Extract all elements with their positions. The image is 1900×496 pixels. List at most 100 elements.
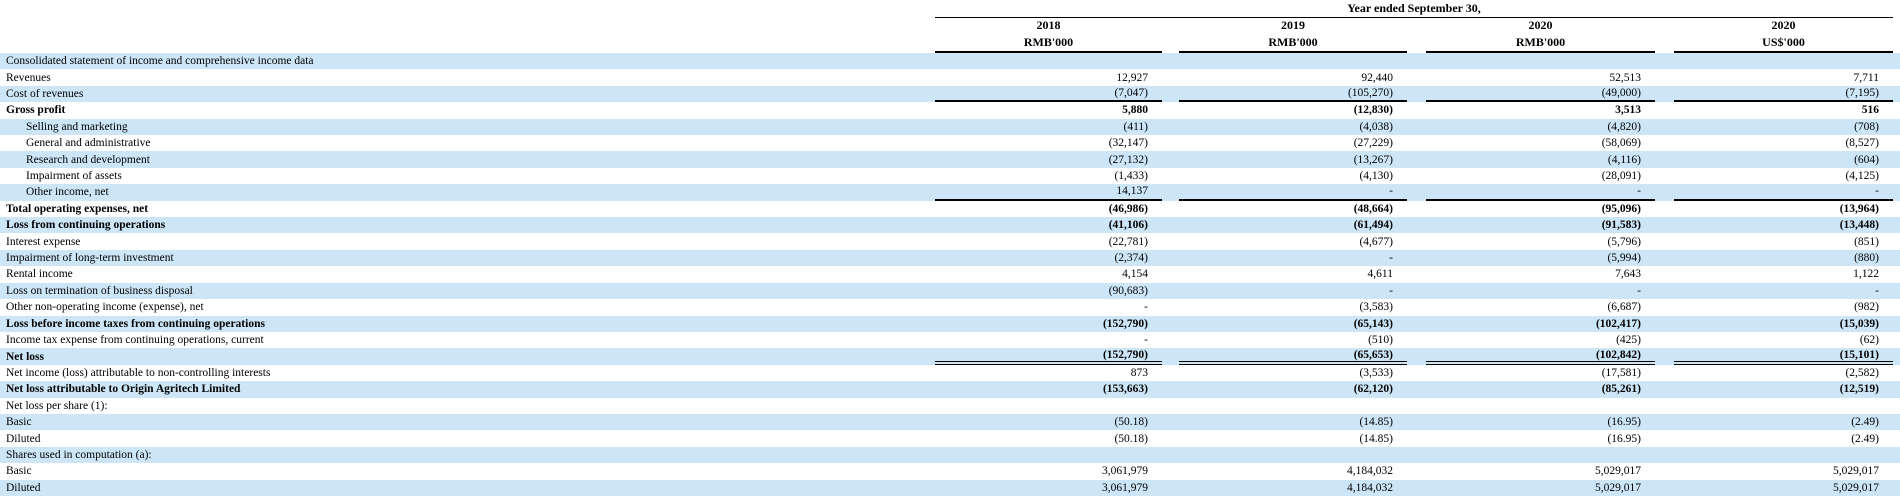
- table-row: Impairment of assets (1,433) (4,130) (28,09…: [0, 168, 1900, 184]
- value-cell: (62,120): [1353, 383, 1393, 396]
- column-header-year: 2020: [1528, 18, 1553, 32]
- row-label: Basic: [6, 465, 32, 478]
- value-cell: [1674, 53, 1893, 69]
- value-cell: 5,029,017: [1833, 481, 1879, 494]
- value-cell: [1179, 447, 1407, 463]
- unit-header-row: RMB'000 RMB'000 RMB'000 US$'000: [0, 33, 1900, 53]
- table-row: Net income (loss) attributable to non-co…: [0, 365, 1900, 381]
- value-cell: (604): [1854, 153, 1879, 166]
- table-row: Income tax expense from continuing opera…: [0, 332, 1900, 348]
- row-label: Gross profit: [6, 104, 66, 117]
- column-header-unit: RMB'000: [935, 33, 1162, 53]
- value-cell: (12,830): [1353, 104, 1393, 117]
- value-cell: [935, 398, 1162, 414]
- value-cell: (49,000): [1426, 86, 1655, 103]
- table-row: Basic (50.18) (14.85) (16.95) (2.49): [0, 413, 1900, 431]
- value-cell: 516: [1861, 104, 1879, 117]
- value-cell: (13,267): [1353, 153, 1393, 166]
- row-label: Loss before income taxes from continuing…: [6, 317, 265, 330]
- value-cell: (153,663): [1102, 383, 1148, 396]
- row-label: Other income, net: [26, 186, 109, 199]
- value-cell: (102,842): [1426, 348, 1655, 365]
- value-cell: (85,261): [1601, 383, 1641, 396]
- value-cell: (102,417): [1595, 317, 1641, 330]
- value-cell: 52,513: [1609, 71, 1641, 84]
- table-row: Net loss per share (1):: [0, 398, 1900, 414]
- value-cell: (50.18): [1114, 432, 1148, 445]
- table-row: Loss on termination of business disposal…: [0, 282, 1900, 300]
- value-cell: (5,796): [1607, 235, 1641, 248]
- value-cell: (65,143): [1353, 317, 1393, 330]
- table-row: Other income, net 14,137- - -: [0, 184, 1900, 201]
- value-cell: (14.85): [1359, 432, 1393, 445]
- value-cell: (4,038): [1359, 120, 1393, 133]
- table-row: Consolidated statement of income and com…: [0, 53, 1900, 70]
- value-cell: (27,132): [1108, 153, 1148, 166]
- column-header-unit: RMB'000: [1179, 33, 1407, 53]
- value-cell: -: [1389, 252, 1393, 265]
- table-row: Total operating expenses, net (46,986) (48…: [0, 201, 1900, 217]
- row-label: Diluted: [6, 481, 41, 494]
- table-row: Loss from continuing operations (41,106) (…: [0, 217, 1900, 234]
- value-cell: (50.18): [1114, 416, 1148, 429]
- value-cell: (15,101): [1674, 348, 1893, 365]
- value-cell: (4,116): [1607, 153, 1641, 166]
- row-label: Interest expense: [6, 235, 81, 248]
- value-cell: 4,154: [1122, 268, 1148, 281]
- table-row: Net loss (152,790) (65,653) (102,842) (15,10…: [0, 348, 1900, 365]
- row-label: Net loss: [6, 350, 45, 363]
- row-label: Diluted: [6, 432, 41, 445]
- value-cell: (16.95): [1607, 416, 1641, 429]
- value-cell: [1179, 53, 1407, 69]
- value-cell: (880): [1854, 252, 1879, 265]
- table-row: Net loss attributable to Origin Agritech…: [0, 381, 1900, 398]
- value-cell: (14.85): [1359, 416, 1393, 429]
- value-cell: (6,687): [1607, 301, 1641, 314]
- row-label: Impairment of assets: [26, 170, 122, 183]
- row-label: Cost of revenues: [6, 88, 84, 101]
- value-cell: 92,440: [1361, 71, 1393, 84]
- table-row: Research and development (27,132) (13,267)…: [0, 151, 1900, 168]
- value-cell: (7,047): [935, 86, 1162, 103]
- column-header-year: 2018: [1036, 18, 1061, 32]
- row-label: Impairment of long-term investment: [6, 252, 174, 265]
- value-cell: (510): [1368, 334, 1393, 347]
- value-cell: [935, 53, 1162, 69]
- value-cell: (1,433): [1114, 170, 1148, 183]
- column-header-unit: US$'000: [1674, 33, 1893, 53]
- value-cell: 7,711: [1853, 71, 1879, 84]
- value-cell: (982): [1854, 301, 1879, 314]
- table-row: Selling and marketing (411) (4,038) (4,820)…: [0, 118, 1900, 136]
- table-row: Gross profit 5,880 (12,830) 3,513 516: [0, 102, 1900, 118]
- value-cell: (411): [1123, 120, 1148, 133]
- value-cell: (13,964): [1839, 202, 1879, 215]
- value-cell: (32,147): [1108, 137, 1148, 150]
- row-label: Basic: [6, 416, 32, 429]
- value-cell: (27,229): [1353, 137, 1393, 150]
- row-label: Consolidated statement of income and com…: [6, 55, 314, 68]
- value-cell: -: [1179, 184, 1407, 201]
- table-row: Loss before income taxes from continuing…: [0, 315, 1900, 332]
- value-cell: 14,137: [935, 184, 1162, 201]
- value-cell: (5,994): [1607, 252, 1641, 265]
- value-cell: 5,029,017: [1595, 465, 1641, 478]
- value-cell: (58,069): [1601, 137, 1641, 150]
- value-cell: 7,643: [1615, 268, 1641, 281]
- value-cell: (7,195): [1674, 86, 1893, 103]
- row-label: General and administrative: [26, 137, 151, 150]
- value-cell: [1674, 447, 1893, 463]
- row-label: Net income (loss) attributable to non-co…: [6, 366, 271, 379]
- table-row: Basic 3,061,979 4,184,032 5,029,017 5,029,01…: [0, 463, 1900, 479]
- value-cell: 5,029,017: [1833, 465, 1879, 478]
- column-header-unit: RMB'000: [1426, 33, 1655, 53]
- value-cell: 4,184,032: [1347, 465, 1393, 478]
- table-row: Cost of revenues (7,047) (105,270) (49,000)…: [0, 85, 1900, 103]
- value-cell: -: [1674, 184, 1893, 201]
- value-cell: (91,583): [1601, 219, 1641, 232]
- value-cell: 5,029,017: [1595, 481, 1641, 494]
- value-cell: (22,781): [1108, 235, 1148, 248]
- value-cell: -: [1389, 284, 1393, 297]
- value-cell: 1,122: [1853, 268, 1879, 281]
- value-cell: (16.95): [1607, 432, 1641, 445]
